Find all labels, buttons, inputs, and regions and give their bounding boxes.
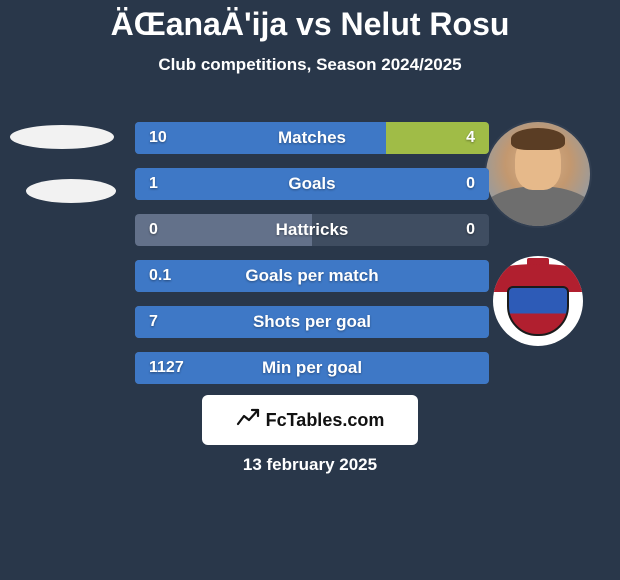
source-badge-text: FcTables.com [266,410,385,431]
left-club-placeholder-icon [26,179,116,203]
stat-bar-left [135,122,386,154]
date-label: 13 february 2025 [0,455,620,475]
page-title: ÄŒanaÄ'ija vs Nelut Rosu [0,0,620,43]
left-player-column [8,125,116,203]
comparison-bars: Matches104 Goals10 Hattricks00 Goals per ma… [135,122,489,398]
right-player-avatar [486,122,590,226]
stat-row: Shots per goal7 [135,306,489,338]
subtitle: Club competitions, Season 2024/2025 [0,55,620,75]
stat-bar-left [135,306,489,338]
right-club-logo-icon [493,256,583,346]
stat-row: Min per goal1127 [135,352,489,384]
stat-bar-left [135,168,489,200]
stat-bar-left [135,352,489,384]
chart-icon [236,406,260,435]
stat-row: Goals per match0.1 [135,260,489,292]
stat-row: Goals10 [135,168,489,200]
stat-bar-left [135,260,489,292]
left-player-placeholder-icon [10,125,114,149]
stat-bar-right [386,122,489,154]
stat-row: Matches104 [135,122,489,154]
right-player-column [484,122,592,346]
stat-row: Hattricks00 [135,214,489,246]
source-badge: FcTables.com [202,395,418,445]
